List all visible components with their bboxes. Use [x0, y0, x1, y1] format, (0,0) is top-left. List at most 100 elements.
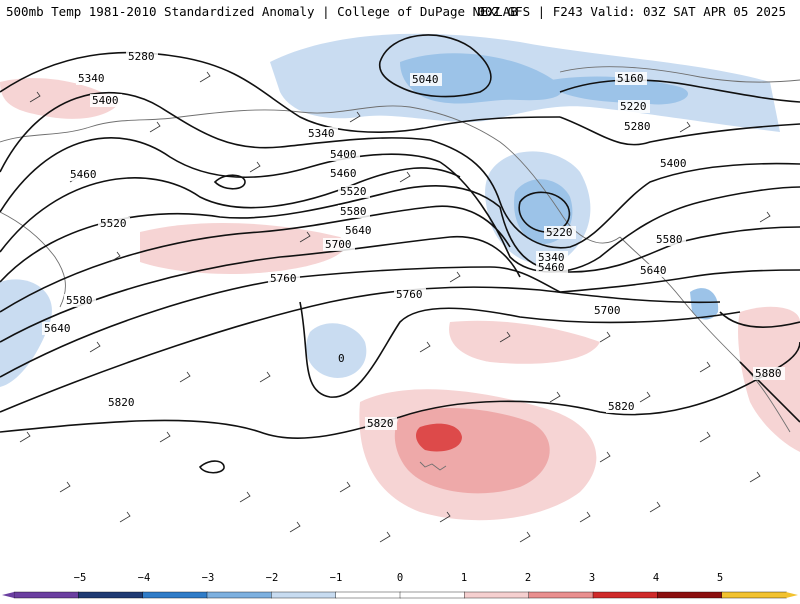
contour-label-bg: [338, 205, 370, 218]
colorbar-tick-label: −1: [329, 572, 343, 584]
contour-label: 5160: [617, 72, 644, 85]
contour-label-bg: [536, 251, 568, 264]
colorbar: −5 −4 −3 −2 −1 0 1 2 3 4 5: [0, 572, 800, 600]
wind-barbs: [19, 71, 771, 543]
model-run-info: 00Z GFS | F243 Valid: 03Z SAT APR 05 202…: [477, 4, 786, 19]
contour-label: 5340: [538, 251, 565, 264]
colorbar-swatch: [592, 591, 659, 599]
colorbar-tick-label: −5: [73, 572, 87, 584]
contour-label: 5400: [92, 94, 119, 107]
contour-label-bg: [323, 238, 355, 251]
contour-label-bg: [343, 224, 375, 237]
anomaly-shading: [0, 33, 800, 521]
contour-label: 5700: [594, 304, 621, 317]
colorbar-tick-label: 1: [460, 572, 468, 584]
contour-label: 5280: [128, 50, 155, 63]
anomaly-neg-coast: [690, 288, 719, 320]
contour-label: 5340: [78, 72, 105, 85]
anomaly-neg-low2: [306, 323, 367, 378]
contour-label-bg: [106, 396, 138, 409]
map-title: 500mb Temp 1981-2010 Standardized Anomal…: [6, 4, 518, 19]
contour-label-bg: [618, 100, 650, 113]
contour-label: 5820: [367, 417, 394, 430]
title-bar: 500mb Temp 1981-2010 Standardized Anomal…: [0, 0, 800, 22]
contour-label-bg: [536, 261, 568, 274]
anomaly-pos-west: [0, 78, 120, 119]
colorbar-swatch: [13, 591, 80, 599]
anomaly-pos-mid: [140, 222, 346, 274]
coastlines: [0, 66, 800, 471]
contour-label: 5820: [608, 400, 635, 413]
low-marker: 0: [338, 352, 345, 365]
contour-label-bg: [365, 417, 397, 430]
contour-label: 5460: [70, 168, 97, 181]
colorbar-tick-label: 5: [716, 572, 724, 584]
anomaly-pos-subtrop: [449, 320, 600, 364]
colorbar-swatch: [271, 591, 337, 599]
height-contours: [0, 34, 800, 474]
anomaly-neg-alaska-core: [400, 53, 562, 104]
contour-label: 5280: [624, 120, 651, 133]
colorbar-tick-label: 0: [396, 572, 404, 584]
colorbar-swatch: [721, 591, 787, 599]
anomaly-pos-hawaii-max: [415, 423, 462, 452]
contour-label-bg: [68, 168, 100, 181]
colorbar-swatch: [399, 591, 466, 599]
contour-label-bg: [328, 167, 360, 180]
contour-label-bg: [654, 233, 686, 246]
colorbar-tick-label: 4: [652, 572, 660, 584]
contour-label-bg: [592, 304, 624, 317]
contour-label-bg: [544, 226, 576, 239]
contour-label: 5580: [66, 294, 93, 307]
contour-label: 5640: [640, 264, 667, 277]
contour-label-bg: [90, 94, 122, 107]
contour-label: 5520: [340, 185, 367, 198]
contour-label-bg: [328, 148, 360, 161]
colorbar-swatch: [142, 591, 208, 599]
colorbar-tick-label: −4: [137, 572, 151, 584]
colorbar-tick-label: 2: [524, 572, 532, 584]
colorbar-swatch: [464, 591, 530, 599]
colorbar-swatch: [657, 591, 723, 599]
contour-label: 5040: [412, 73, 439, 86]
colorbar-swatch: [335, 591, 401, 599]
contour-label-bg: [338, 185, 370, 198]
contour-label-bg: [753, 367, 785, 380]
contour-label: 5340: [308, 127, 335, 140]
contour-label: 5640: [345, 224, 372, 237]
colorbar-swatch: [78, 591, 144, 599]
contour-label: 5580: [340, 205, 367, 218]
contour-label: 5760: [396, 288, 423, 301]
colorbar-min-arrow: [2, 592, 14, 598]
contour-label-bg: [126, 50, 158, 63]
contour-label: 5820: [108, 396, 135, 409]
contour-label: 5460: [330, 167, 357, 180]
colorbar-max-arrow: [786, 592, 798, 598]
contour-label: 5400: [330, 148, 357, 161]
colorbar-tick-label: −3: [201, 572, 215, 584]
colorbar-ramp: [2, 591, 798, 599]
contour-label-bg: [98, 217, 130, 230]
contour-label-bg: [64, 294, 96, 307]
contour-label-bg: [615, 72, 647, 85]
colorbar-tick-label: 3: [588, 572, 596, 584]
contour-label-bg: [268, 272, 300, 285]
anomaly-neg-west: [0, 279, 52, 387]
colorbar-swatch: [206, 591, 273, 599]
contour-label: 5880: [755, 367, 782, 380]
contour-label: 5220: [546, 226, 573, 239]
contour-label-bg: [638, 264, 670, 277]
contour-label-bg: [306, 127, 338, 140]
contour-labels: 5280 5340 5400 5460 5520 5580 5640 5040 5160 5220…: [42, 50, 785, 430]
contour-label: 5760: [270, 272, 297, 285]
colorbar-swatch: [528, 591, 594, 599]
contour-label: 5520: [100, 217, 127, 230]
anomaly-neg-alaska-east: [540, 76, 689, 105]
contour-label-bg: [658, 157, 690, 170]
contour-label: 5220: [620, 100, 647, 113]
contour-label-bg: [42, 322, 74, 335]
contour-label-bg: [622, 120, 654, 133]
contour-label-bg: [76, 72, 108, 85]
contour-label-bg: [394, 288, 426, 301]
